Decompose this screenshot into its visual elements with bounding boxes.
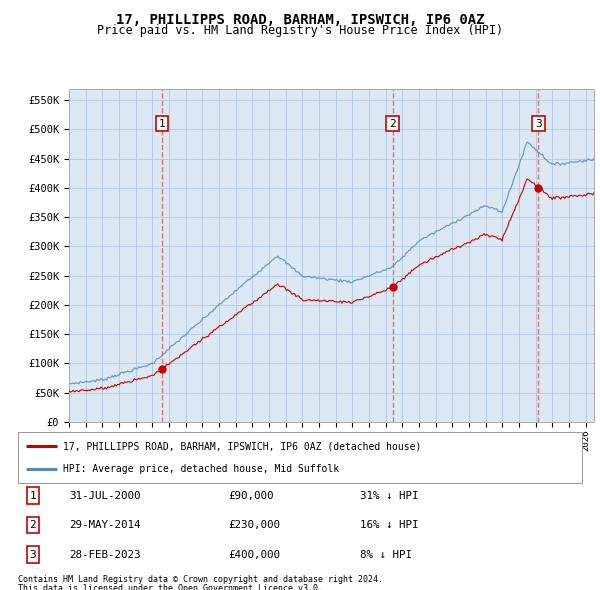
Text: 3: 3: [535, 119, 542, 129]
Text: HPI: Average price, detached house, Mid Suffolk: HPI: Average price, detached house, Mid …: [63, 464, 339, 474]
Text: 28-FEB-2023: 28-FEB-2023: [69, 550, 140, 559]
Text: 8% ↓ HPI: 8% ↓ HPI: [360, 550, 412, 559]
Text: 2: 2: [29, 520, 37, 530]
Text: 31% ↓ HPI: 31% ↓ HPI: [360, 491, 419, 500]
Text: £230,000: £230,000: [228, 520, 280, 530]
Text: 17, PHILLIPPS ROAD, BARHAM, IPSWICH, IP6 0AZ (detached house): 17, PHILLIPPS ROAD, BARHAM, IPSWICH, IP6…: [63, 441, 421, 451]
Text: £90,000: £90,000: [228, 491, 274, 500]
Text: This data is licensed under the Open Government Licence v3.0.: This data is licensed under the Open Gov…: [18, 584, 323, 590]
Text: 1: 1: [158, 119, 166, 129]
Text: 3: 3: [29, 550, 37, 559]
Text: 31-JUL-2000: 31-JUL-2000: [69, 491, 140, 500]
Text: £400,000: £400,000: [228, 550, 280, 559]
Text: Contains HM Land Registry data © Crown copyright and database right 2024.: Contains HM Land Registry data © Crown c…: [18, 575, 383, 584]
Text: 17, PHILLIPPS ROAD, BARHAM, IPSWICH, IP6 0AZ: 17, PHILLIPPS ROAD, BARHAM, IPSWICH, IP6…: [116, 13, 484, 27]
Text: 16% ↓ HPI: 16% ↓ HPI: [360, 520, 419, 530]
Text: 29-MAY-2014: 29-MAY-2014: [69, 520, 140, 530]
Text: Price paid vs. HM Land Registry's House Price Index (HPI): Price paid vs. HM Land Registry's House …: [97, 24, 503, 37]
Text: 1: 1: [29, 491, 37, 500]
Text: 2: 2: [389, 119, 396, 129]
